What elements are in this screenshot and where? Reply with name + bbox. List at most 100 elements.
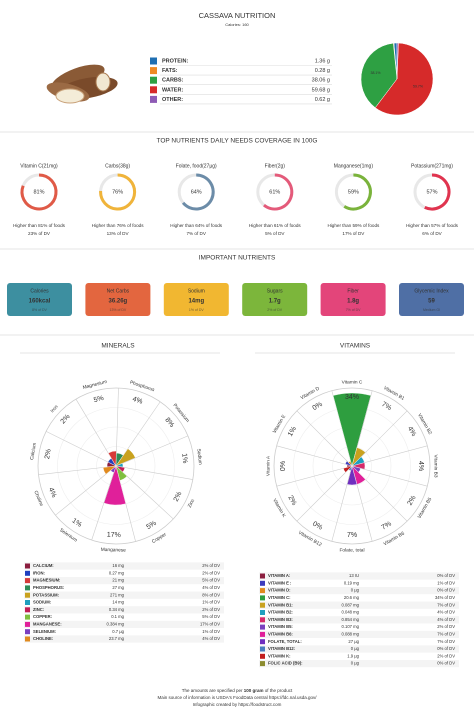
- polar-outline: [273, 387, 431, 545]
- row-dv: 7% of DV: [437, 639, 455, 644]
- row-stripe: [24, 562, 224, 570]
- polar-label: Vitamin B3: [433, 454, 439, 477]
- row-stripe: [259, 630, 459, 638]
- row-dv: 1% of DV: [437, 580, 455, 585]
- row-amount: 0.087 mg: [342, 602, 360, 607]
- ring-value: 59%: [348, 189, 359, 195]
- row-dv: 17% of DV: [200, 622, 220, 627]
- polar-value: 2%: [286, 495, 297, 507]
- polar-value: 1%: [287, 426, 298, 438]
- ring-dv: 7% of DV: [186, 231, 206, 236]
- ring-caption: Higher than 64% of foods: [170, 223, 223, 228]
- nutrient-card: [399, 283, 464, 316]
- ring-arc: [99, 173, 137, 211]
- row-swatch: [25, 621, 30, 627]
- row-swatch: [260, 573, 265, 579]
- ring-title: Potassium(271mg): [411, 163, 453, 169]
- row-swatch: [25, 629, 30, 635]
- polar-label: Vitamin C: [342, 379, 363, 385]
- ring-value: 76%: [112, 189, 123, 195]
- row-amount: 23.7 mg: [109, 636, 125, 641]
- card-sub: 8% of DV: [32, 308, 47, 312]
- row-stripe: [259, 645, 459, 653]
- polar-spoke: [45, 431, 117, 467]
- row-dv: 34% of DV: [435, 595, 455, 600]
- ring-dv: 13% of DV: [107, 231, 130, 236]
- ring-dv: 17% of DV: [342, 231, 365, 236]
- polar-outline: [37, 387, 195, 545]
- legend-swatch: [150, 57, 157, 65]
- polar-value: 4%: [406, 426, 417, 438]
- row-swatch: [25, 600, 30, 605]
- ring-dv: 6% of DV: [422, 231, 442, 236]
- row-amount: 0 µg: [351, 588, 360, 593]
- nutrient-card: [320, 283, 386, 316]
- footer-text: of the product: [264, 688, 294, 693]
- row-amount: 0.34 mg: [109, 607, 125, 612]
- card-value: 1.7g: [269, 299, 281, 305]
- row-amount: 0.107 mg: [342, 624, 360, 629]
- pie-slice: [360, 42, 398, 109]
- polar-spoke: [115, 465, 193, 480]
- card-value: 1.8g: [347, 299, 359, 305]
- ring-value: 64%: [191, 189, 202, 195]
- legend-swatch: [150, 67, 157, 75]
- polar-spoke: [276, 465, 353, 487]
- row-dv: 0% of DV: [437, 588, 455, 593]
- nutrient-card: [163, 283, 229, 316]
- row-name: VITAMIN D:: [268, 588, 291, 593]
- ring-arc: [20, 173, 58, 211]
- cassava-image: [46, 64, 118, 104]
- row-dv: 5% of DV: [202, 578, 220, 583]
- row-name: VITAMIN B3:: [268, 617, 293, 622]
- ring-arc: [181, 173, 215, 211]
- polar-value: 34%: [345, 394, 359, 401]
- polar-ring: [57, 407, 175, 525]
- polar-spoke: [296, 410, 353, 467]
- card-sub: 2% of DV: [267, 308, 282, 312]
- macro-amount: 0.28 g: [315, 68, 330, 74]
- polar-wedge: [102, 465, 117, 475]
- card-value: 36.26g: [109, 299, 128, 305]
- row-dv: 2% of DV: [202, 570, 220, 575]
- polar-value: 17%: [107, 532, 121, 539]
- polar-value: 4%: [132, 396, 144, 406]
- footer-line: The amounts are specified per 100 gram o…: [182, 688, 293, 693]
- row-amount: 13 IU: [349, 573, 359, 578]
- row-amount: 0.088 mg: [342, 632, 360, 637]
- row-name: VITAMIN E :: [268, 580, 291, 585]
- polar-label: Zinc: [187, 497, 197, 508]
- row-swatch: [260, 653, 265, 659]
- title: CASSAVA NUTRITION: [199, 11, 276, 20]
- row-stripe: [24, 606, 224, 614]
- row-name: VITAMIN C:: [268, 595, 291, 600]
- card-sub: Medium GI: [423, 308, 440, 312]
- row-name: CALCIUM:: [33, 563, 54, 568]
- row-name: COPPER:: [33, 614, 52, 619]
- legend-swatch: [150, 86, 157, 94]
- card-value: 160kcal: [29, 299, 51, 305]
- row-dv: 5% of DV: [202, 614, 220, 619]
- card-label: Fiber: [347, 288, 359, 294]
- row-swatch: [25, 578, 30, 584]
- row-dv: 4% of DV: [437, 617, 455, 622]
- row-stripe: [24, 591, 224, 599]
- polar-value: 7%: [381, 520, 393, 531]
- row-name: CHOLINE:: [33, 636, 53, 641]
- polar-spoke: [276, 445, 353, 467]
- row-swatch: [25, 563, 30, 569]
- row-amount: 271 mg: [110, 592, 125, 597]
- row-stripe: [259, 587, 459, 595]
- polar-spoke: [91, 465, 117, 541]
- row-name: VITAMIN A:: [268, 573, 290, 578]
- row-stripe: [259, 616, 459, 624]
- polar-spoke: [331, 465, 353, 542]
- row-name: VITAMIN B2:: [268, 610, 293, 615]
- row-swatch: [260, 595, 265, 601]
- card-sub: 1% of DV: [189, 308, 204, 312]
- polar-value: 4%: [47, 487, 57, 499]
- ring-title: Carbs(38g): [105, 163, 130, 169]
- row-dv: 0% of DV: [437, 573, 455, 578]
- ring-caption: Higher than 76% of foods: [92, 223, 145, 228]
